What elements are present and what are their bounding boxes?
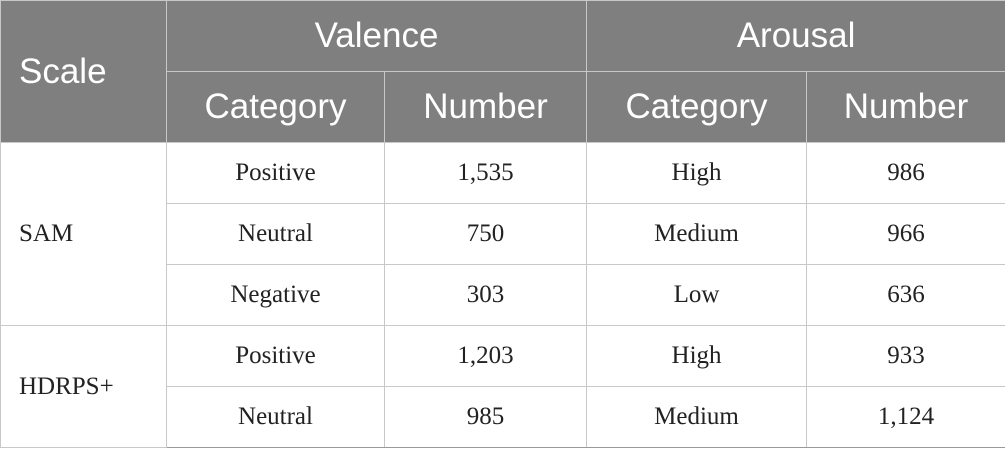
arousal-number-cell: 1,124: [806, 386, 1005, 448]
header-valence-category: Category: [166, 71, 385, 143]
valence-number-cell: 1,203: [383, 325, 588, 387]
valence-category-cell: Neutral: [166, 203, 385, 265]
table-row: Neutral 985 Medium 1,124: [1, 386, 1005, 448]
header-row-top: Scale Valence Arousal: [0, 0, 1005, 143]
table-row: Neutral 750 Medium 966: [1, 203, 1005, 265]
table-row: HDRPS+ Positive 1,203 High 933: [0, 325, 1005, 448]
header-arousal-category: Category: [586, 71, 808, 143]
valence-number-cell: 750: [383, 203, 588, 265]
arousal-number-cell: 966: [806, 203, 1005, 265]
valence-category-cell: Positive: [166, 325, 385, 387]
group-label-sam: SAM: [0, 142, 167, 326]
header-scale: Scale: [0, 0, 167, 143]
data-table: Scale Valence Arousal Category Number Ca…: [0, 0, 1005, 448]
header-valence: Valence: [165, 0, 588, 72]
valence-category-cell: Negative: [166, 264, 385, 326]
arousal-category-cell: Medium: [586, 386, 808, 448]
arousal-number-cell: 933: [806, 325, 1005, 387]
header-arousal: Arousal: [586, 0, 1005, 72]
arousal-category-cell: High: [586, 142, 808, 204]
valence-number-cell: 303: [383, 264, 588, 326]
header-arousal-number: Number: [806, 71, 1005, 143]
header-valence-number: Number: [383, 71, 588, 143]
table-header: Scale Valence Arousal Category Number Ca…: [0, 0, 1005, 143]
valence-number-cell: 1,535: [383, 142, 588, 204]
arousal-category-cell: Medium: [586, 203, 808, 265]
arousal-category-cell: High: [586, 325, 808, 387]
table-body: SAM Positive 1,535 High 986 Neutral 750 …: [0, 142, 1005, 448]
header-row-sub: Category Number Category Number: [1, 71, 1005, 143]
valence-category-cell: Positive: [166, 142, 385, 204]
table-row: Negative 303 Low 636: [1, 264, 1005, 326]
table-row: SAM Positive 1,535 High 986: [0, 142, 1005, 326]
arousal-category-cell: Low: [586, 264, 808, 326]
arousal-number-cell: 986: [806, 142, 1005, 204]
valence-category-cell: Neutral: [166, 386, 385, 448]
valence-number-cell: 985: [383, 386, 588, 448]
group-label-hdrps: HDRPS+: [0, 325, 167, 448]
arousal-number-cell: 636: [806, 264, 1005, 326]
